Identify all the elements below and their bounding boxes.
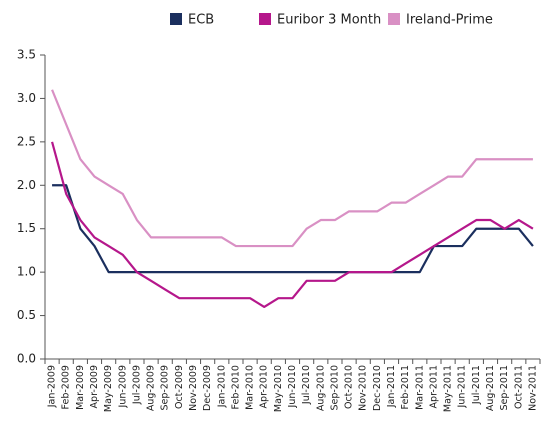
x-tick-label: Apr-2010 xyxy=(259,365,270,408)
x-tick-label: Sep-2009 xyxy=(160,365,171,411)
legend-swatch xyxy=(170,13,182,25)
line-series xyxy=(51,141,534,308)
x-tick-label: Dec-2010 xyxy=(372,365,383,411)
x-tick-label: Sep-2011 xyxy=(499,365,510,411)
x-tick-label: Jun-2011 xyxy=(457,365,468,408)
x-tick-label: Aug-2011 xyxy=(485,365,496,411)
y-tick-label: 3.5 xyxy=(17,48,36,62)
x-tick-label: Nov-2009 xyxy=(188,365,199,411)
y-tick-label: 0.5 xyxy=(17,308,36,322)
x-tick-label: Oct-2009 xyxy=(174,365,185,409)
x-tick-label: Jul-2009 xyxy=(131,365,142,405)
x-tick-label: Apr-2011 xyxy=(428,365,439,408)
x-tick-label: Aug-2010 xyxy=(315,365,326,411)
x-tick-label: Oct-2010 xyxy=(344,365,355,409)
line-series xyxy=(52,184,534,274)
x-tick-label: Nov-2010 xyxy=(358,365,369,411)
x-tick-label: Aug-2009 xyxy=(146,365,157,411)
legend-label: ECB xyxy=(188,13,214,28)
line-series xyxy=(51,89,533,248)
x-tick-label: Jan-2009 xyxy=(47,365,58,408)
x-tick-label: Feb-2010 xyxy=(230,365,241,409)
x-tick-label: Jun-2010 xyxy=(287,365,298,408)
x-tick-label: Mar-2009 xyxy=(75,365,86,410)
x-tick-label: Jun-2009 xyxy=(117,365,128,408)
legend-swatch xyxy=(259,13,271,25)
legend-swatch xyxy=(388,13,400,25)
x-tick-label: Feb-2009 xyxy=(61,365,72,409)
x-tick-label: Sep-2010 xyxy=(329,365,340,411)
x-tick-label: Apr-2009 xyxy=(89,365,100,408)
y-tick-label: 1.0 xyxy=(17,265,36,279)
x-tick-label: Dec-2009 xyxy=(202,365,213,411)
x-tick-label: May-2010 xyxy=(273,365,284,412)
x-tick-label: Jan-2010 xyxy=(216,365,227,408)
legend-label: Ireland-Prime xyxy=(406,13,493,28)
legend-label: Euribor 3 Month xyxy=(277,13,381,28)
x-tick-label: May-2009 xyxy=(103,365,114,412)
y-tick-label: 0.0 xyxy=(17,352,36,366)
x-tick-label: Nov-2011 xyxy=(527,365,538,411)
y-tick-label: 3.0 xyxy=(17,91,36,105)
x-tick-label: Mar-2010 xyxy=(245,365,256,410)
x-tick-label: May-2011 xyxy=(443,365,454,412)
x-tick-label: Jul-2010 xyxy=(301,365,312,405)
x-tick-label: Oct-2011 xyxy=(513,365,524,409)
x-tick-label: Mar-2011 xyxy=(414,365,425,410)
y-tick-label: 1.5 xyxy=(17,221,36,235)
x-tick-label: Jan-2011 xyxy=(386,365,397,408)
x-tick-label: Feb-2011 xyxy=(400,365,411,409)
y-tick-label: 2.5 xyxy=(17,134,36,148)
y-tick-label: 2.0 xyxy=(17,178,36,192)
x-tick-label: Jul-2011 xyxy=(471,365,482,405)
